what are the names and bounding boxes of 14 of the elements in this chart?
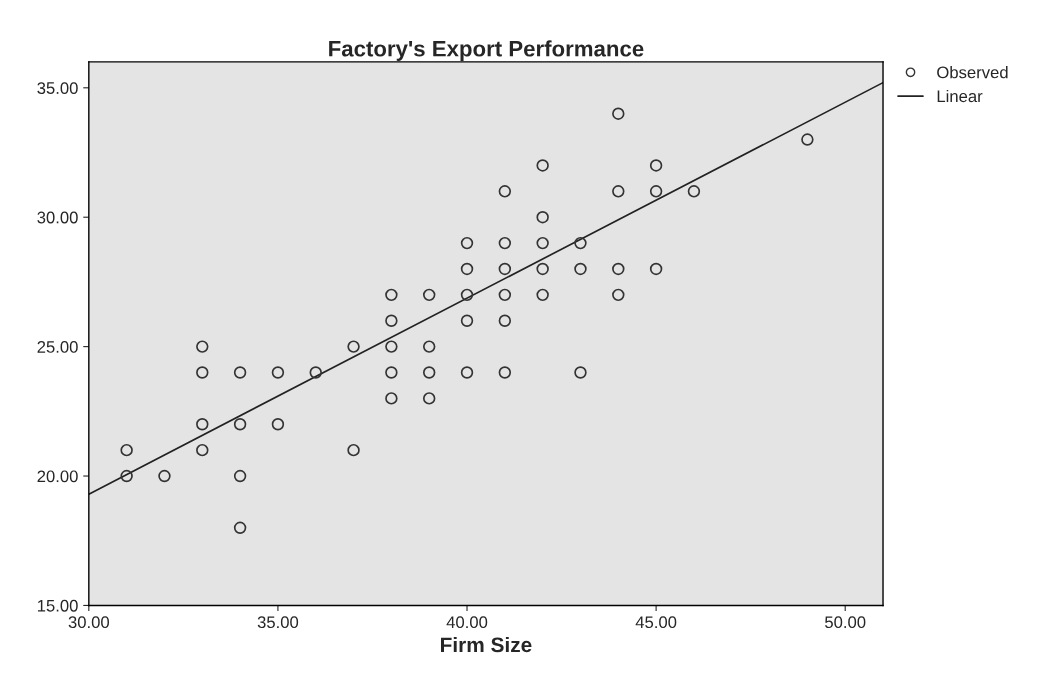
- y-tick-label: 20.00: [37, 470, 78, 483]
- y-tick-label: 30.00: [37, 211, 78, 224]
- x-tick-label: 35.00: [257, 616, 299, 629]
- x-tick-label: 40.00: [446, 616, 488, 629]
- legend-label: Observed: [937, 66, 1008, 79]
- chart-title: Factory's Export Performance: [329, 40, 644, 61]
- y-tick-label: 25.00: [37, 341, 78, 353]
- x-axis-title: Firm Size: [441, 636, 532, 653]
- legend-label: Linear: [937, 89, 983, 103]
- x-tick-label: 45.00: [635, 616, 677, 629]
- y-tick-label: 15.00: [37, 599, 78, 612]
- y-tick-label: 35.00: [37, 82, 78, 95]
- x-tick-label: 50.00: [825, 616, 866, 629]
- x-tick-label: 30.00: [68, 616, 110, 629]
